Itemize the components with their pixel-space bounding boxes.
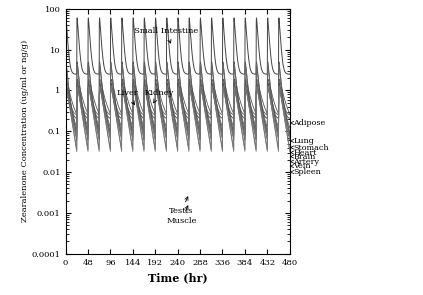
Text: Muscle: Muscle	[166, 206, 197, 224]
Text: Liver: Liver	[116, 89, 138, 104]
Text: Small Intestine: Small Intestine	[134, 27, 198, 43]
X-axis label: Time (hr): Time (hr)	[148, 272, 207, 283]
Text: Testis: Testis	[169, 197, 194, 215]
Text: Spleen: Spleen	[291, 168, 321, 176]
Text: Kidney: Kidney	[144, 89, 174, 103]
Text: Brain: Brain	[291, 153, 316, 160]
Text: Heart: Heart	[291, 149, 317, 157]
Text: Lung: Lung	[291, 137, 314, 145]
Text: Artery: Artery	[291, 158, 319, 166]
Text: Adipose: Adipose	[291, 119, 326, 127]
Text: Stomach: Stomach	[291, 143, 329, 152]
Y-axis label: Zearalenone Concentration (ug/ml or ng/g): Zearalenone Concentration (ug/ml or ng/g…	[21, 40, 29, 222]
Text: Vein: Vein	[291, 162, 311, 170]
